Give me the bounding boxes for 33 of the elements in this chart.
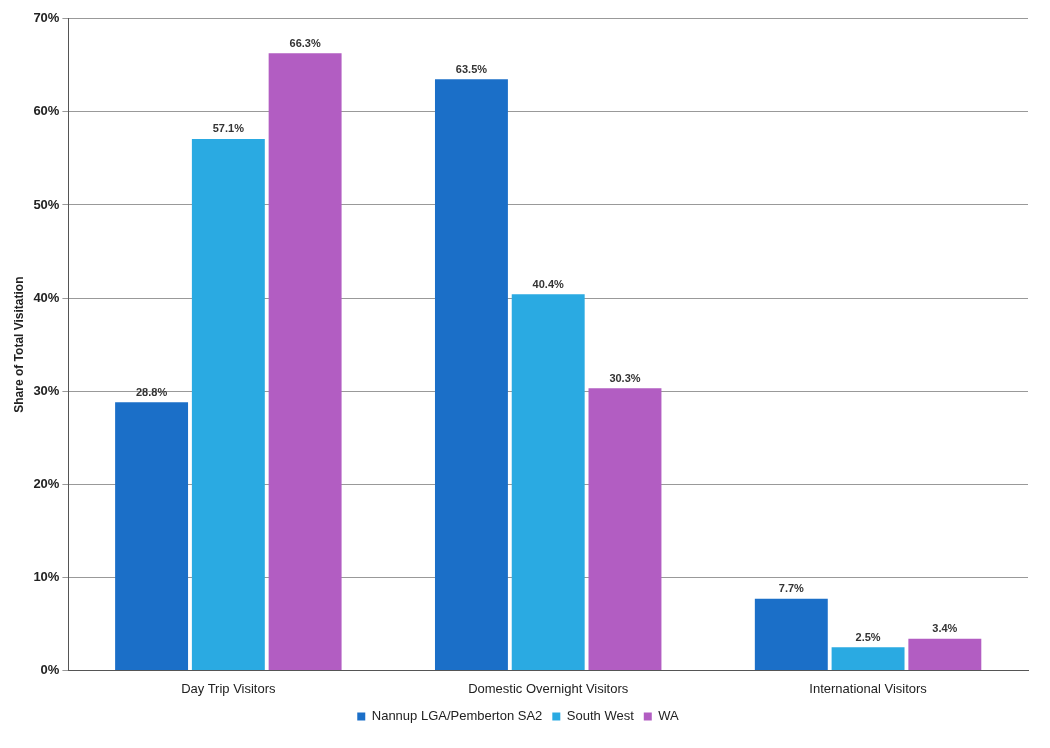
y-tick-label: 0%: [40, 661, 60, 677]
data-label: 57.1%: [212, 122, 245, 135]
data-label: 30.3%: [609, 371, 641, 384]
data-label: 66.3%: [289, 36, 321, 49]
x-tick-label: Domestic Overnight Visitors: [468, 680, 629, 696]
bar: [268, 53, 342, 670]
data-label: 63.5%: [455, 62, 488, 75]
y-tick-label: 60%: [33, 103, 60, 119]
y-tick-label: 10%: [33, 568, 60, 584]
y-axis-title: Share of Total Visitation: [11, 276, 26, 413]
bar: [191, 138, 265, 670]
data-label: 3.4%: [932, 622, 958, 635]
data-label: 2.5%: [855, 630, 881, 643]
bar: [511, 294, 585, 670]
data-label: 7.7%: [778, 582, 805, 595]
bar: [434, 79, 508, 670]
x-tick-label: Day Trip Visitors: [181, 680, 277, 696]
x-tick-label: International Visitors: [809, 680, 928, 696]
y-tick-label: 70%: [33, 10, 60, 26]
bar: [754, 598, 828, 670]
bar: [588, 388, 662, 670]
bar: [831, 647, 905, 670]
y-tick-label: 40%: [33, 289, 60, 305]
y-tick-label: 20%: [33, 475, 60, 491]
data-label: 28.8%: [135, 385, 168, 398]
legend-label: WA: [658, 708, 680, 724]
y-tick-label: 30%: [33, 382, 60, 398]
bar: [115, 402, 189, 670]
bar: [908, 638, 982, 670]
legend-label: Nannup LGA/Pemberton SA2: [371, 708, 543, 724]
data-label: 40.4%: [532, 277, 565, 290]
y-tick-label: 50%: [33, 196, 60, 212]
legend-label: South West: [566, 708, 635, 724]
